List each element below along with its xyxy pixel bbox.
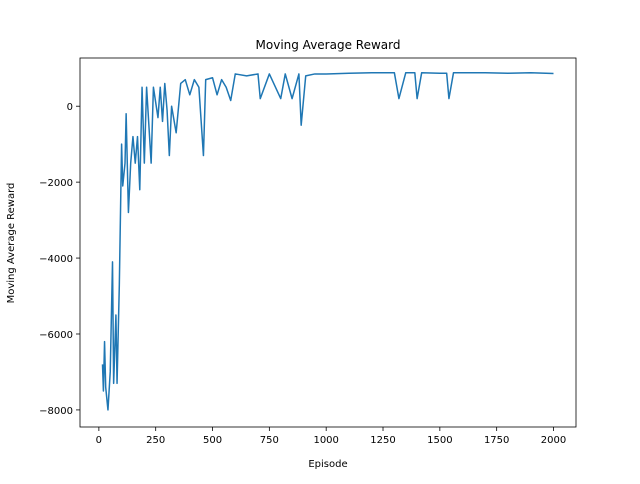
x-tick-label: 2000 [541, 435, 566, 446]
x-tick-label: 500 [203, 435, 222, 446]
x-tick-label: 1500 [427, 435, 452, 446]
y-axis-label: Moving Average Reward [6, 183, 17, 304]
x-tick-label: 1000 [313, 435, 338, 446]
y-tick-label: −2000 [39, 178, 73, 189]
x-tick-label: 750 [260, 435, 279, 446]
chart-title: Moving Average Reward [256, 38, 401, 52]
x-axis-label: Episode [308, 459, 347, 470]
x-tick-label: 0 [96, 435, 102, 446]
plot-frame [79, 57, 577, 428]
x-tick-label: 1750 [484, 435, 509, 446]
y-tick-label: −8000 [39, 406, 73, 417]
x-tick-label: 1250 [370, 435, 395, 446]
y-tick-label: −6000 [39, 330, 73, 341]
y-tick-label: 0 [67, 102, 73, 113]
y-tick-label: −4000 [39, 254, 73, 265]
data-line [101, 72, 554, 411]
x-tick-label: 250 [146, 435, 165, 446]
